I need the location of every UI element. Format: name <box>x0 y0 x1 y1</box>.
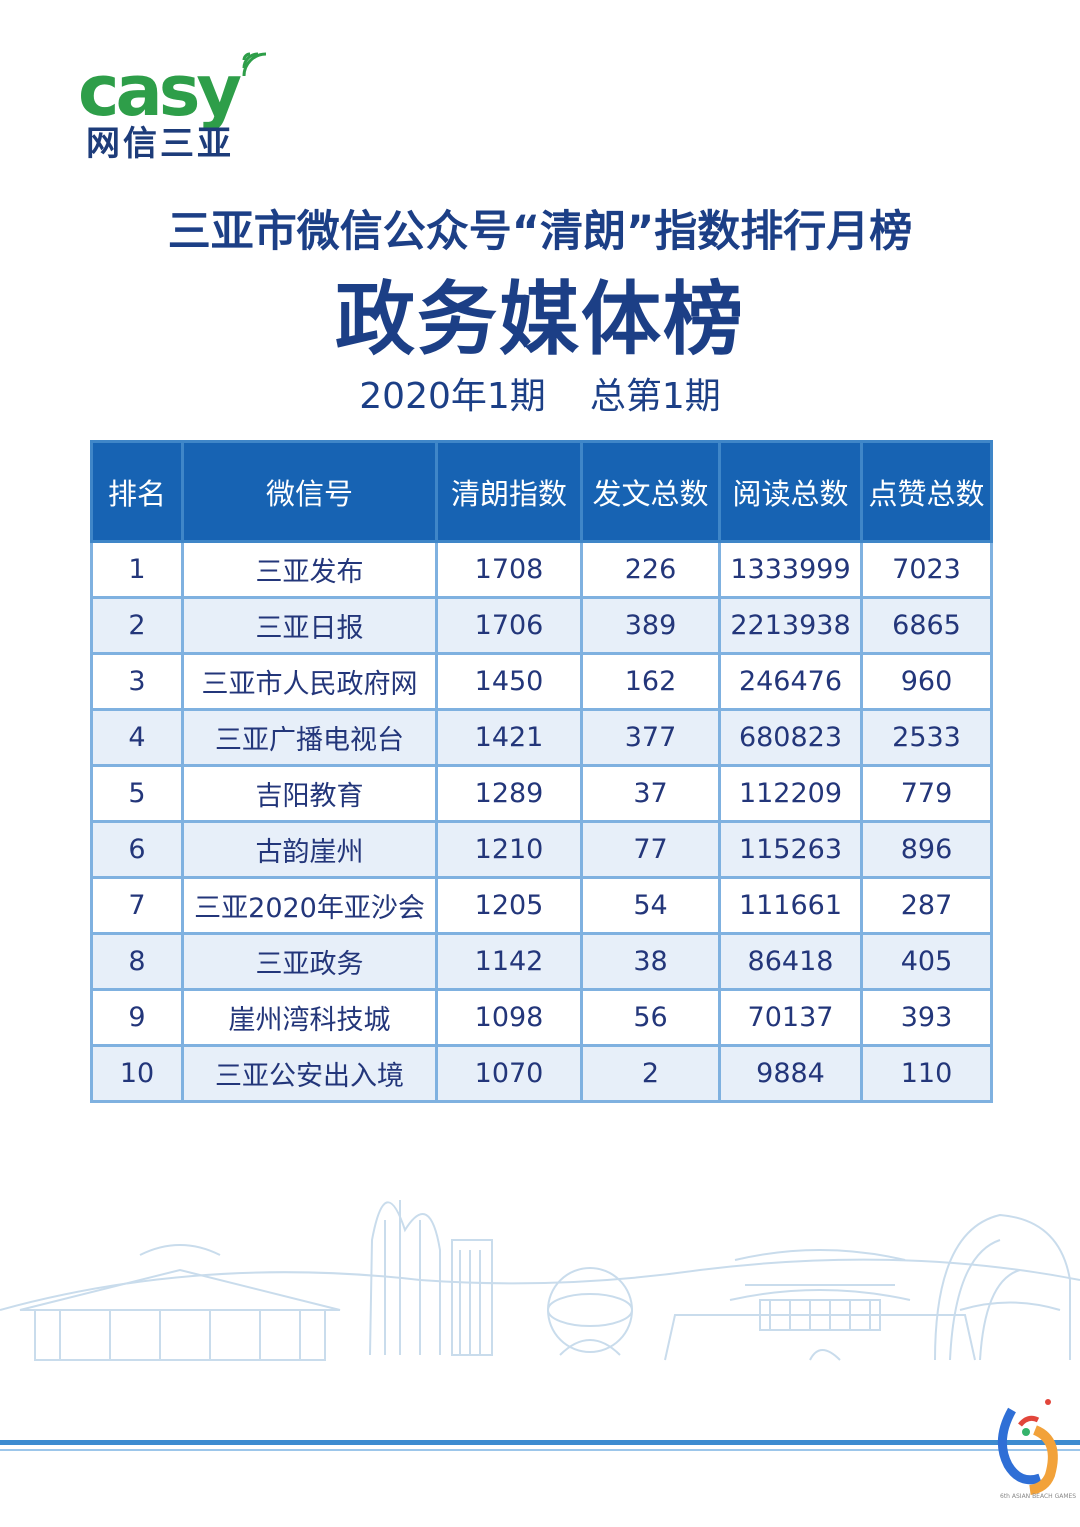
signal-waves-icon <box>242 52 267 77</box>
rank-cell: 5 <box>90 764 184 823</box>
table-row: 1 三亚发布 1708 226 1333999 7023 <box>90 540 993 599</box>
reads-cell: 112209 <box>718 764 863 823</box>
rank-cell: 1 <box>90 540 184 599</box>
reads-cell: 246476 <box>718 652 863 711</box>
city-skyline-illustration <box>0 1200 1080 1361</box>
table-row: 2 三亚日报 1706 389 2213938 6865 <box>90 596 993 655</box>
page-subtitle: 政务媒体榜 <box>335 273 745 366</box>
period-label: 2020年1期 <box>359 376 546 417</box>
likes-cell: 405 <box>860 932 993 991</box>
index-cell: 1706 <box>435 596 583 655</box>
account-cell: 三亚市人民政府网 <box>181 652 438 711</box>
posts-cell: 226 <box>580 540 721 599</box>
account-cell: 吉阳教育 <box>181 764 438 823</box>
table-row: 3 三亚市人民政府网 1450 162 246476 960 <box>90 652 993 711</box>
rank-cell: 4 <box>90 708 184 767</box>
likes-cell: 287 <box>860 876 993 935</box>
rank-cell: 7 <box>90 876 184 935</box>
likes-cell: 7023 <box>860 540 993 599</box>
column-header: 阅读总数 <box>718 440 863 543</box>
account-cell: 三亚政务 <box>181 932 438 991</box>
likes-cell: 110 <box>860 1044 993 1103</box>
account-cell: 崖州湾科技城 <box>181 988 438 1047</box>
index-cell: 1289 <box>435 764 583 823</box>
likes-cell: 960 <box>860 652 993 711</box>
reads-cell: 2213938 <box>718 596 863 655</box>
ranking-table: 排名 微信号 清朗指数 发文总数 阅读总数 点赞总数 1 三亚发布 1708 2… <box>90 440 993 1103</box>
table-row: 10 三亚公安出入境 1070 2 9884 110 <box>90 1044 993 1103</box>
column-header: 清朗指数 <box>435 440 583 543</box>
issue-label: 总第1期 <box>589 376 721 417</box>
likes-cell: 896 <box>860 820 993 879</box>
account-cell: 三亚2020年亚沙会 <box>181 876 438 935</box>
reads-cell: 115263 <box>718 820 863 879</box>
table-row: 5 吉阳教育 1289 37 112209 779 <box>90 764 993 823</box>
likes-cell: 6865 <box>860 596 993 655</box>
column-header: 微信号 <box>181 440 438 543</box>
account-cell: 古韵崖州 <box>181 820 438 879</box>
posts-cell: 77 <box>580 820 721 879</box>
table-row: 6 古韵崖州 1210 77 115263 896 <box>90 820 993 879</box>
casy-logo: casy 网信三亚 <box>78 48 278 163</box>
posts-cell: 54 <box>580 876 721 935</box>
reads-cell: 1333999 <box>718 540 863 599</box>
account-cell: 三亚发布 <box>181 540 438 599</box>
account-cell: 三亚公安出入境 <box>181 1044 438 1103</box>
period-line: 2020年1期 总第1期 <box>0 372 1080 422</box>
rank-cell: 3 <box>90 652 184 711</box>
reads-cell: 70137 <box>718 988 863 1047</box>
posts-cell: 389 <box>580 596 721 655</box>
table-row: 4 三亚广播电视台 1421 377 680823 2533 <box>90 708 993 767</box>
logo-wordmark: casy <box>78 50 242 132</box>
table-header-row: 排名 微信号 清朗指数 发文总数 阅读总数 点赞总数 <box>90 440 993 543</box>
posts-cell: 38 <box>580 932 721 991</box>
likes-cell: 393 <box>860 988 993 1047</box>
likes-cell: 2533 <box>860 708 993 767</box>
games-logo-text: 6th ASIAN BEACH GAMES <box>1000 1493 1076 1500</box>
index-cell: 1070 <box>435 1044 583 1103</box>
posts-cell: 162 <box>580 652 721 711</box>
rank-cell: 10 <box>90 1044 184 1103</box>
table-row: 8 三亚政务 1142 38 86418 405 <box>90 932 993 991</box>
asian-beach-games-icon: 6th ASIAN BEACH GAMES <box>997 1399 1076 1500</box>
likes-cell: 779 <box>860 764 993 823</box>
bottom-rule-thin <box>0 1449 1080 1451</box>
column-header: 点赞总数 <box>860 440 993 543</box>
index-cell: 1142 <box>435 932 583 991</box>
logo-subtitle: 网信三亚 <box>86 124 234 164</box>
rank-cell: 2 <box>90 596 184 655</box>
rank-cell: 6 <box>90 820 184 879</box>
bottom-rule <box>0 1440 1080 1445</box>
rank-cell: 8 <box>90 932 184 991</box>
rank-cell: 9 <box>90 988 184 1047</box>
page-title: 三亚市微信公众号“清朗”指数排行月榜 <box>167 207 913 257</box>
column-header: 排名 <box>90 440 184 543</box>
table-row: 9 崖州湾科技城 1098 56 70137 393 <box>90 988 993 1047</box>
reads-cell: 86418 <box>718 932 863 991</box>
account-cell: 三亚广播电视台 <box>181 708 438 767</box>
reads-cell: 680823 <box>718 708 863 767</box>
reads-cell: 9884 <box>718 1044 863 1103</box>
posts-cell: 377 <box>580 708 721 767</box>
asian-beach-games-logo: 6th ASIAN BEACH GAMES <box>990 1390 1080 1510</box>
index-cell: 1708 <box>435 540 583 599</box>
reads-cell: 111661 <box>718 876 863 935</box>
column-header: 发文总数 <box>580 440 721 543</box>
index-cell: 1421 <box>435 708 583 767</box>
index-cell: 1205 <box>435 876 583 935</box>
account-cell: 三亚日报 <box>181 596 438 655</box>
index-cell: 1450 <box>435 652 583 711</box>
posts-cell: 56 <box>580 988 721 1047</box>
posts-cell: 37 <box>580 764 721 823</box>
index-cell: 1098 <box>435 988 583 1047</box>
table-row: 7 三亚2020年亚沙会 1205 54 111661 287 <box>90 876 993 935</box>
posts-cell: 2 <box>580 1044 721 1103</box>
index-cell: 1210 <box>435 820 583 879</box>
